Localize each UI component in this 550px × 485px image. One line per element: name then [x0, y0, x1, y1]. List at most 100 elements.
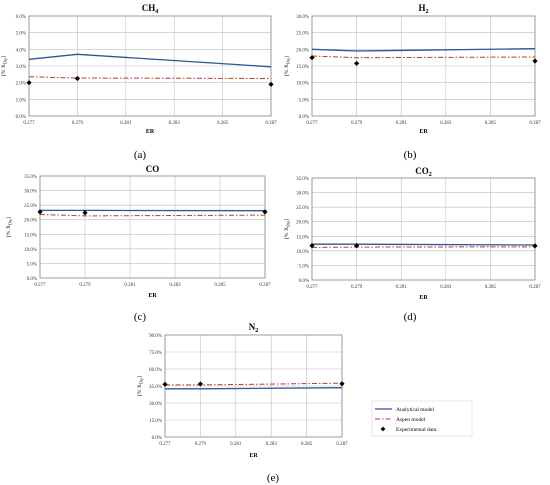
x-tick-label: 0.287	[529, 121, 541, 126]
chart-title-subscript: 4	[155, 9, 158, 15]
x-tick-label: 0.277	[306, 121, 318, 126]
series-line-aspen	[311, 55, 536, 59]
panel-label: (a)	[134, 149, 147, 161]
data-point-experimental	[354, 60, 360, 66]
chart-panel: 0.0% 5.0% 10.0% 15.0% 20.0% 25.0% 30.0% 35.0% 0.…	[284, 166, 541, 323]
x-tick-label: 0.281	[230, 442, 242, 447]
y-tick-label: 5.0%	[299, 98, 309, 103]
y-axis-label-end: ]	[137, 376, 143, 378]
chart-title-text: CO	[146, 164, 160, 174]
y-tick-label: 4.0%	[16, 48, 26, 53]
y-axis-label: [% XDry]	[1, 56, 8, 76]
data-point-experimental	[82, 210, 88, 216]
data-point-experimental	[74, 75, 80, 82]
y-tick-label: 10.0%	[24, 248, 37, 253]
legend-swatch-experimental	[380, 426, 386, 432]
x-tick-label: 0.277	[34, 283, 46, 288]
y-tick-label: 75.0%	[149, 351, 162, 356]
chart-title: N2	[249, 322, 259, 334]
y-axis-label-subscript: Dry	[3, 58, 8, 64]
chart-title-subscript: 2	[429, 172, 432, 178]
y-tick-label: 20.0%	[296, 221, 309, 226]
y-axis-label-subscript: Dry	[286, 58, 291, 64]
x-tick-label: 0.287	[529, 285, 541, 290]
y-axis-label: [% XDry]	[6, 217, 13, 237]
y-tick-label: 60.0%	[149, 368, 162, 373]
y-tick-label: 5.0%	[16, 32, 26, 37]
chart-title-subscript: 2	[255, 328, 258, 334]
x-tick-label: 0.283	[169, 121, 181, 126]
y-tick-label: 0.0%	[152, 436, 162, 441]
y-axis-label-text: [% X	[284, 64, 290, 76]
x-tick-label: 0.283	[266, 442, 278, 447]
data-point-experimental	[162, 381, 168, 387]
y-axis-label-end: ]	[1, 56, 7, 58]
y-tick-label: 45.0%	[149, 385, 162, 390]
legend-label-aspen: Aspen model	[396, 417, 426, 423]
legend-label-experimental: Experimental data	[396, 427, 437, 433]
chart-title: H2	[418, 3, 428, 15]
panel-label: (d)	[404, 311, 417, 323]
y-axis-label: [% XDry]	[284, 56, 291, 76]
panel-label: (b)	[404, 149, 417, 161]
chart-title-text: H	[418, 3, 425, 13]
x-tick-label: 0.287	[265, 121, 277, 126]
x-tick-label: 0.279	[351, 285, 363, 290]
x-tick-label: 0.283	[169, 283, 181, 288]
x-axis-label: ER	[148, 293, 157, 299]
x-tick-label: 0.277	[23, 121, 35, 126]
data-point-experimental	[354, 243, 360, 249]
chart-panel: 0.0% 5.0% 10.0% 15.0% 20.0% 25.0% 30.0% 0.277 0.…	[284, 3, 541, 161]
x-tick-label: 0.279	[72, 121, 84, 126]
data-point-experimental	[309, 243, 315, 249]
y-tick-label: 90.0%	[149, 334, 162, 339]
plot-frame	[311, 177, 536, 281]
x-tick-label: 0.285	[485, 285, 497, 290]
x-tick-label: 0.281	[396, 121, 408, 126]
x-tick-label: 0.277	[159, 442, 171, 447]
y-tick-label: 1.0%	[16, 98, 26, 103]
data-point-experimental	[339, 381, 345, 387]
x-axis-label: ER	[419, 295, 428, 301]
x-tick-label: 0.285	[217, 121, 229, 126]
chart-title: CH4	[142, 3, 159, 15]
y-tick-label: 35.0%	[296, 177, 309, 182]
data-point-experimental	[268, 81, 274, 87]
x-tick-label: 0.277	[306, 285, 318, 290]
series-line-analytical	[28, 53, 272, 68]
y-tick-label: 20.0%	[296, 48, 309, 53]
y-axis-label-subscript: Dry	[139, 378, 144, 384]
series-line-analytical	[165, 387, 343, 390]
panel-label: (e)	[267, 472, 280, 484]
x-tick-label: 0.283	[440, 285, 452, 290]
y-axis-label: [% XDry]	[137, 376, 144, 396]
data-point-experimental	[309, 55, 315, 61]
y-tick-label: 2.0%	[16, 82, 26, 87]
data-point-experimental	[37, 209, 43, 215]
y-tick-label: 0.0%	[299, 115, 309, 120]
series-line-analytical	[312, 243, 536, 246]
y-axis-label-text: [% X	[137, 384, 143, 396]
chart-title-text: N	[249, 322, 256, 332]
legend: Analytical model Aspen model Experimental …	[371, 400, 473, 437]
x-axis-label: ER	[419, 129, 428, 135]
y-tick-label: 30.0%	[149, 402, 162, 407]
data-point-experimental	[532, 58, 538, 64]
data-point-experimental	[197, 381, 203, 387]
y-tick-label: 15.0%	[296, 235, 309, 240]
x-tick-label: 0.281	[124, 283, 136, 288]
chart-title: CO	[146, 164, 160, 174]
series-line-aspen	[311, 246, 536, 248]
y-tick-label: 3.0%	[16, 65, 26, 70]
legend-label-analytical: Analytical model	[396, 407, 435, 413]
y-tick-label: 15.0%	[149, 419, 162, 424]
series-line-analytical	[311, 48, 536, 52]
x-tick-label: 0.283	[440, 121, 452, 126]
data-point-experimental	[262, 209, 268, 215]
data-point-experimental	[532, 243, 538, 249]
y-tick-label: 10.0%	[296, 82, 309, 87]
y-axis-label: [% XDry]	[284, 219, 291, 239]
y-axis-label-subscript: Dry	[286, 221, 291, 227]
y-tick-label: 15.0%	[296, 65, 309, 70]
